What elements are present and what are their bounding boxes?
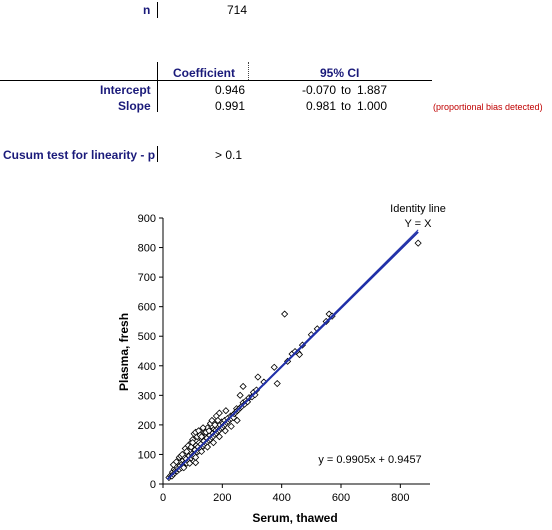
- data-point: [221, 427, 229, 435]
- data-point: [208, 416, 216, 425]
- divider: [157, 2, 158, 18]
- slope-ci-to: to: [341, 99, 352, 113]
- y-tick-label: 800: [138, 243, 156, 255]
- slope-coef: 0.991: [215, 99, 246, 113]
- data-point: [199, 424, 207, 432]
- slope-ci-low: 0.981: [306, 99, 337, 113]
- intercept-coef: 0.946: [215, 83, 246, 97]
- data-point: [198, 433, 206, 441]
- y-tick-label: 900: [138, 213, 156, 225]
- data-point: [209, 439, 217, 447]
- ci-header: 95% CI: [320, 66, 360, 80]
- data-point: [227, 422, 235, 430]
- data-point: [239, 382, 247, 391]
- intercept-ci-high: 1.887: [357, 83, 388, 97]
- bias-note: (proportional bias detected): [433, 102, 543, 112]
- cusum-value: > 0.1: [215, 148, 243, 162]
- x-tick-label: 0: [160, 492, 166, 504]
- y-tick-label: 100: [138, 449, 156, 461]
- data-point: [295, 350, 304, 359]
- y-tick-label: 500: [138, 331, 156, 343]
- identity-equation: Y = X: [404, 218, 432, 230]
- y-tick-label: 600: [138, 302, 156, 314]
- y-tick-label: 0: [150, 479, 156, 491]
- intercept-ci-low: -0.070: [302, 83, 337, 97]
- data-point: [236, 391, 244, 399]
- table-divider: [157, 62, 158, 112]
- regression-line: [166, 231, 419, 481]
- intercept-ci-to: to: [341, 83, 352, 97]
- data-point: [198, 447, 206, 456]
- y-tick-label: 200: [138, 420, 156, 432]
- data-point: [186, 459, 194, 467]
- x-tick-label: 800: [391, 492, 409, 504]
- data-point: [281, 310, 289, 318]
- data-point: [192, 459, 200, 467]
- regression-equation: y = 0.9905x + 0.9457: [318, 454, 421, 466]
- cusum-divider: [157, 146, 158, 162]
- data-point: [222, 407, 230, 415]
- table-header-rule: [0, 80, 432, 81]
- chart-axes: [162, 218, 430, 485]
- data-point: [205, 427, 213, 435]
- y-tick-label: 300: [138, 390, 156, 402]
- identity-line-label: Identity line: [390, 203, 446, 215]
- data-point: [180, 464, 188, 472]
- data-point: [215, 433, 223, 441]
- chart-ticks: 0 100 200 300 400 500 600 700 800 900 0 200 400 600 80…: [138, 213, 410, 504]
- x-tick-label: 600: [332, 492, 350, 504]
- data-point: [214, 416, 222, 425]
- data-point: [169, 461, 177, 469]
- data-point: [178, 450, 186, 459]
- data-point: [233, 416, 241, 425]
- cusum-label: Cusum test for linearity - p: [3, 148, 156, 162]
- slope-ci-high: 1.000: [357, 99, 388, 113]
- chart-lines: [166, 229, 419, 481]
- n-label: n: [143, 3, 151, 17]
- x-tick-label: 400: [272, 492, 290, 504]
- data-point: [273, 379, 281, 388]
- coefficient-header: Coefficient: [173, 66, 236, 80]
- y-tick-label: 400: [138, 361, 156, 373]
- x-tick-label: 200: [213, 492, 231, 504]
- data-point: [192, 453, 200, 461]
- y-tick-label: 700: [138, 272, 156, 284]
- data-point: [215, 409, 223, 417]
- data-point: [183, 447, 191, 456]
- x-axis-label: Serum, thawed: [252, 511, 337, 525]
- data-point: [203, 443, 212, 451]
- data-point: [211, 421, 219, 429]
- data-point: [414, 239, 422, 247]
- intercept-label: Intercept: [100, 83, 151, 97]
- y-axis-label: Plasma, fresh: [117, 313, 131, 391]
- table-dotted-divider: [248, 62, 249, 80]
- slope-label: Slope: [118, 99, 151, 113]
- data-point: [270, 363, 278, 371]
- data-point: [189, 439, 197, 447]
- n-value: 714: [227, 3, 248, 17]
- data-point: [254, 373, 262, 381]
